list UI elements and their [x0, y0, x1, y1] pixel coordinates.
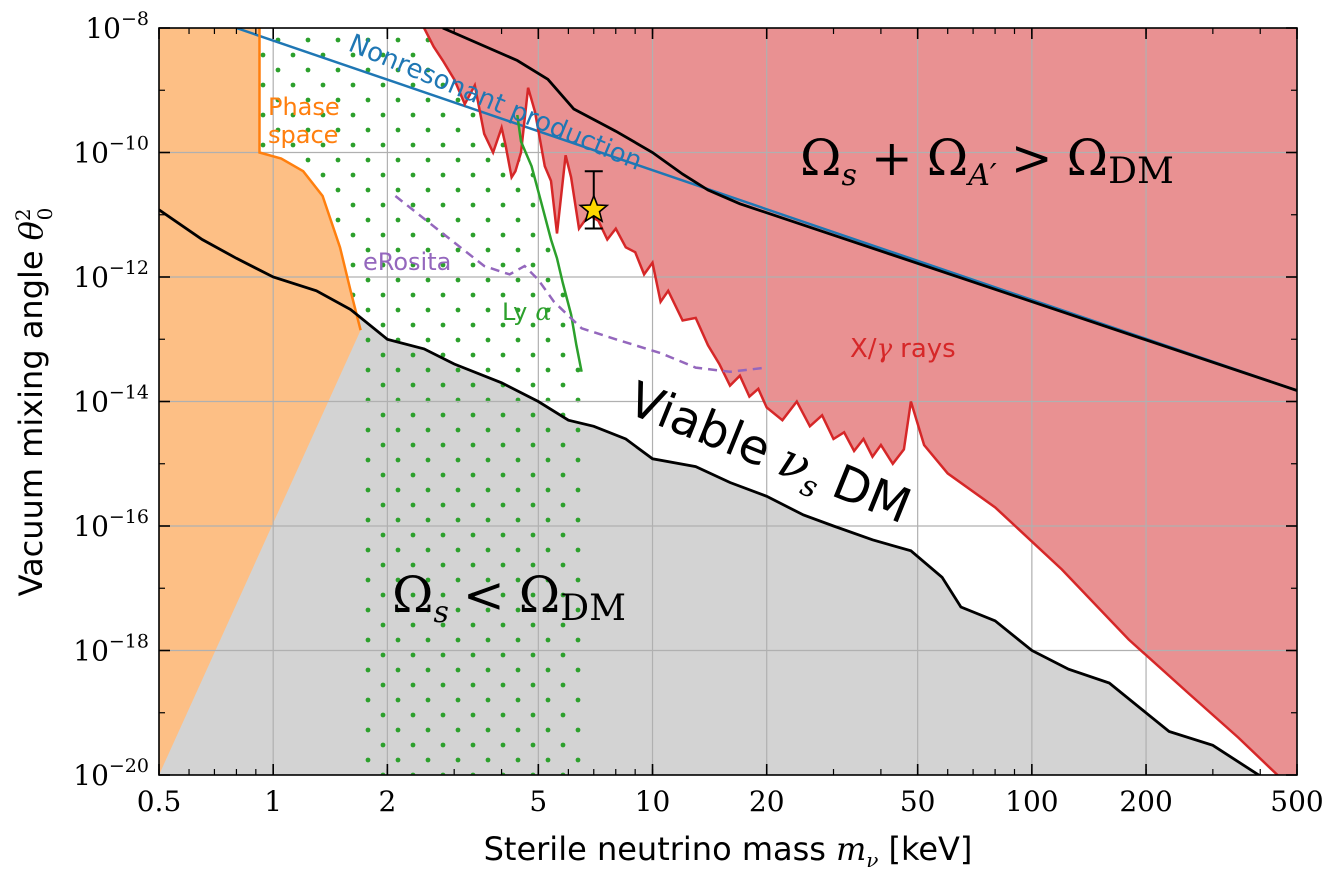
y-tick-label: 10−12: [73, 257, 149, 294]
xray-label: X/γ rays: [850, 334, 956, 364]
erosita-line: [394, 195, 767, 374]
x-tick-label: 2: [378, 785, 396, 818]
phase-space-label-line2: space: [268, 121, 338, 149]
lower-bound-line: [159, 208, 1262, 775]
y-tick-label: 10−16: [73, 506, 149, 543]
x-axis-title: Sterile neutrino mass mν [keV]: [484, 830, 973, 872]
x-tick-label: 50: [900, 785, 936, 818]
upper-bound-line: [442, 28, 1297, 392]
y-tick-label: 10−14: [73, 382, 149, 419]
lyman-alpha-line: [516, 114, 583, 373]
x-tick-label: 1: [264, 785, 282, 818]
x-tick-label: 200: [1119, 785, 1172, 818]
ticks: 0.5 1 2 5 10 20 50 100 200 500 10−20 10−18 10−16 10−1…: [73, 8, 1323, 818]
upper-region-label: Ωs + ΩA′ > ΩDM: [800, 129, 1174, 193]
x-tick-label: 10: [635, 785, 671, 818]
y-tick-label: 10−10: [73, 133, 149, 170]
lower-region-label: Ωs < ΩDM: [392, 566, 626, 630]
data-point-star: [578, 193, 610, 223]
phase-space-boundary: [258, 28, 362, 331]
x-tick-label: 0.5: [137, 785, 182, 818]
erosita-label: eRosita: [363, 248, 451, 276]
y-axis-title: Vacuum mixing angleθ20: [11, 208, 57, 597]
y-tick-label: 10−18: [73, 631, 149, 668]
x-tick-label: 500: [1270, 785, 1323, 818]
y-tick-label: 10−20: [73, 755, 149, 792]
x-tick-label: 20: [749, 785, 785, 818]
phase-space-label-line1: Phase: [268, 93, 340, 121]
regions: [159, 28, 1297, 775]
xray-boundary: [422, 28, 1280, 775]
y-tick-label: 10−8: [85, 8, 149, 45]
x-tick-label: 5: [529, 785, 547, 818]
x-tick-label: 100: [1005, 785, 1058, 818]
lyman-alpha-label: Ly α: [502, 298, 552, 326]
